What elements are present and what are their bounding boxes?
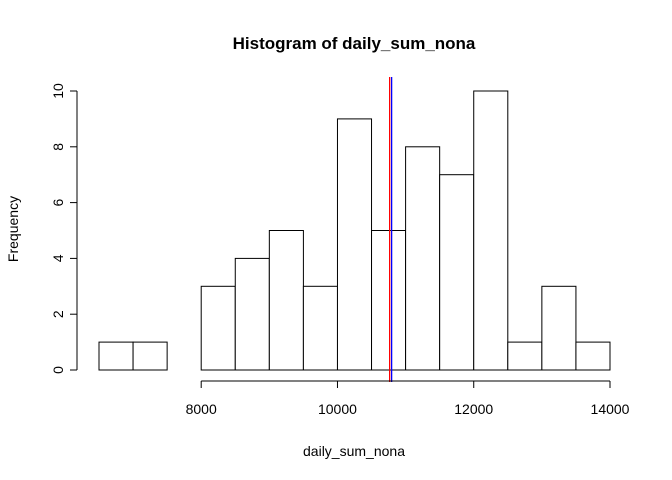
histogram-bar [234, 257, 270, 371]
y-tick-label: 4 [50, 254, 66, 262]
x-tick-label: 12000 [454, 401, 493, 417]
x-axis-label: daily_sum_nona [303, 443, 405, 459]
chart-title: Histogram of daily_sum_nona [233, 34, 476, 53]
histogram-bar [575, 341, 611, 371]
y-tick-label: 10 [50, 83, 66, 99]
histogram-bar [336, 118, 373, 371]
y-tick-label: 6 [50, 198, 66, 206]
y-tick-label: 0 [50, 366, 66, 374]
reference-lines [389, 77, 393, 382]
histogram-bar [371, 230, 407, 371]
y-tick-label: 8 [50, 143, 66, 151]
histogram-bar [200, 285, 236, 371]
histogram-bars [98, 90, 611, 371]
x-axis: 8000 10000 12000 14000 [186, 380, 630, 417]
y-axis: 0 2 4 6 8 10 [50, 83, 78, 374]
histogram-bar [132, 341, 168, 371]
histogram-bar [473, 90, 509, 371]
histogram-bar [507, 341, 543, 371]
histogram-bar [541, 285, 577, 371]
histogram-bar [268, 230, 304, 371]
x-tick-label: 8000 [186, 401, 217, 417]
histogram-bar [302, 285, 338, 371]
y-tick-label: 2 [50, 310, 66, 318]
y-axis-label: Frequency [5, 196, 21, 262]
histogram-bar [439, 174, 475, 371]
histogram-bar [405, 146, 441, 371]
x-tick-label: 10000 [318, 401, 357, 417]
histogram-bar [98, 341, 134, 371]
x-tick-label: 14000 [591, 401, 630, 417]
